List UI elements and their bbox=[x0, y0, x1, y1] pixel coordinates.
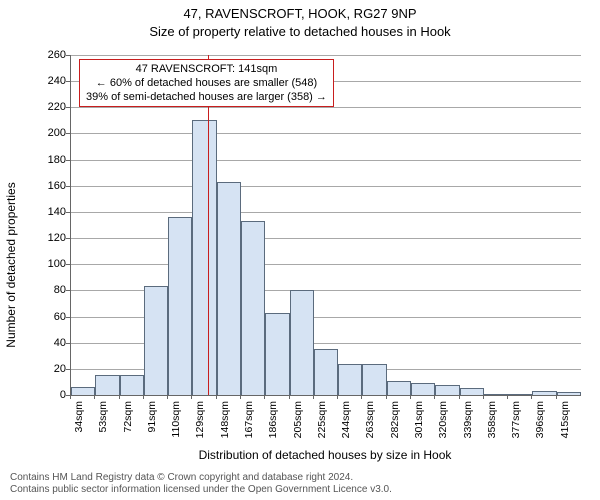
x-tick-label: 396sqm bbox=[535, 401, 546, 441]
footer-line-1: Contains HM Land Registry data © Crown c… bbox=[10, 472, 392, 484]
y-tick-label: 140 bbox=[36, 207, 66, 218]
gridline bbox=[71, 238, 581, 239]
x-tick-label: 377sqm bbox=[511, 401, 522, 441]
title-line-2: Size of property relative to detached ho… bbox=[0, 24, 600, 39]
plot-area: 47 RAVENSCROFT: 141sqm← 60% of detached … bbox=[70, 55, 581, 396]
gridline bbox=[71, 264, 581, 265]
title-line-1: 47, RAVENSCROFT, HOOK, RG27 9NP bbox=[0, 6, 600, 21]
histogram-bar bbox=[411, 383, 435, 395]
y-tick-label: 240 bbox=[36, 76, 66, 87]
x-axis-label: Distribution of detached houses by size … bbox=[70, 448, 580, 462]
histogram-bar bbox=[460, 388, 484, 395]
histogram-bar bbox=[557, 392, 581, 395]
gridline bbox=[71, 212, 581, 213]
y-tick-label: 40 bbox=[36, 338, 66, 349]
y-tick-label: 0 bbox=[36, 390, 66, 401]
footer-line-2: Contains public sector information licen… bbox=[10, 484, 392, 496]
annotation-line: ← 60% of detached houses are smaller (54… bbox=[86, 76, 327, 90]
x-tick-label: 34sqm bbox=[74, 401, 85, 441]
x-tick-label: 301sqm bbox=[414, 401, 425, 441]
histogram-bar bbox=[217, 182, 241, 395]
histogram-bar bbox=[532, 391, 556, 395]
histogram-bar bbox=[435, 385, 459, 395]
y-tick-label: 120 bbox=[36, 233, 66, 244]
histogram-bar bbox=[168, 217, 192, 395]
histogram-bar bbox=[241, 221, 265, 395]
gridline bbox=[71, 107, 581, 108]
annotation-line: 39% of semi-detached houses are larger (… bbox=[86, 90, 327, 104]
histogram-bar bbox=[362, 364, 386, 395]
histogram-bar bbox=[192, 120, 216, 395]
y-tick-label: 200 bbox=[36, 128, 66, 139]
annotation-line: 47 RAVENSCROFT: 141sqm bbox=[86, 62, 327, 76]
footer: Contains HM Land Registry data © Crown c… bbox=[10, 472, 392, 496]
y-axis-label: Number of detached properties bbox=[4, 55, 20, 475]
y-tick-label: 60 bbox=[36, 312, 66, 323]
x-tick-label: 148sqm bbox=[220, 401, 231, 441]
histogram-bar bbox=[314, 349, 338, 395]
histogram-bar bbox=[144, 286, 168, 395]
x-tick-label: 110sqm bbox=[171, 401, 182, 441]
x-tick-label: 358sqm bbox=[487, 401, 498, 441]
y-tick-label: 180 bbox=[36, 155, 66, 166]
x-tick-label: 225sqm bbox=[317, 401, 328, 441]
y-tick-label: 260 bbox=[36, 50, 66, 61]
y-tick-label: 80 bbox=[36, 285, 66, 296]
histogram-bar bbox=[265, 313, 289, 395]
histogram-bar bbox=[71, 387, 95, 395]
histogram-bar bbox=[338, 364, 362, 395]
gridline bbox=[71, 55, 581, 56]
gridline bbox=[71, 186, 581, 187]
x-tick-label: 244sqm bbox=[341, 401, 352, 441]
y-tick-label: 20 bbox=[36, 364, 66, 375]
y-tick-label: 220 bbox=[36, 102, 66, 113]
histogram-bar bbox=[120, 375, 144, 395]
gridline bbox=[71, 133, 581, 134]
y-tick-label: 160 bbox=[36, 181, 66, 192]
x-tick-label: 129sqm bbox=[195, 401, 206, 441]
x-tick-label: 53sqm bbox=[98, 401, 109, 441]
x-tick-label: 91sqm bbox=[147, 401, 158, 441]
x-tick-label: 205sqm bbox=[293, 401, 304, 441]
x-tick-label: 72sqm bbox=[123, 401, 134, 441]
x-tick-label: 282sqm bbox=[390, 401, 401, 441]
gridline bbox=[71, 160, 581, 161]
histogram-bar bbox=[484, 394, 508, 395]
x-tick-label: 320sqm bbox=[438, 401, 449, 441]
x-tick-label: 263sqm bbox=[365, 401, 376, 441]
chart-container: 47, RAVENSCROFT, HOOK, RG27 9NP Size of … bbox=[0, 0, 600, 500]
x-tick-label: 339sqm bbox=[463, 401, 474, 441]
histogram-bar bbox=[95, 375, 119, 395]
histogram-bar bbox=[387, 381, 411, 395]
annotation-box: 47 RAVENSCROFT: 141sqm← 60% of detached … bbox=[79, 59, 334, 107]
x-tick-label: 186sqm bbox=[268, 401, 279, 441]
histogram-bar bbox=[508, 394, 532, 395]
x-tick-label: 167sqm bbox=[244, 401, 255, 441]
histogram-bar bbox=[290, 290, 314, 395]
y-tick-label: 100 bbox=[36, 259, 66, 270]
x-tick-label: 415sqm bbox=[560, 401, 571, 441]
